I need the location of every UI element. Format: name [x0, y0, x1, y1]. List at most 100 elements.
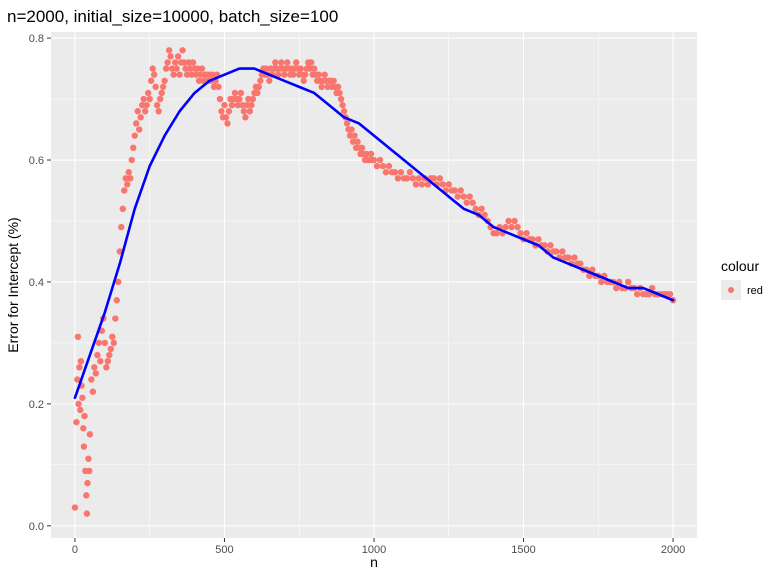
y-tick-label: 0.4 [29, 277, 44, 289]
data-point [454, 193, 461, 200]
data-point [131, 132, 138, 139]
data-point [134, 108, 141, 115]
data-point [162, 65, 170, 72]
data-point [168, 65, 176, 72]
data-point [200, 77, 207, 84]
x-tick-label: 0 [72, 544, 78, 556]
data-point [83, 510, 91, 517]
data-point [164, 59, 171, 66]
data-point [146, 95, 153, 103]
data-point [167, 53, 174, 60]
data-point [171, 59, 179, 66]
data-point [103, 364, 110, 371]
chart-title: n=2000, initial_size=10000, batch_size=1… [7, 7, 338, 26]
data-point [92, 370, 100, 377]
data-point [236, 95, 243, 103]
data-point [77, 358, 85, 365]
data-point [189, 59, 197, 66]
data-point [248, 101, 255, 109]
data-point [315, 71, 322, 78]
data-point [337, 95, 345, 103]
data-point [275, 71, 282, 78]
data-point [290, 71, 297, 78]
data-point [95, 339, 103, 347]
data-point [161, 77, 168, 84]
data-point [463, 199, 470, 206]
data-point [119, 205, 126, 212]
y-tick-label: 0.6 [29, 155, 44, 167]
data-point [379, 162, 387, 170]
data-point [330, 77, 337, 84]
data-point [183, 71, 191, 78]
data-point [666, 290, 674, 298]
data-point [156, 95, 164, 103]
data-point [194, 65, 201, 72]
y-tick-label: 0.8 [29, 33, 44, 45]
data-point [106, 351, 113, 359]
data-point [363, 150, 370, 158]
data-point [118, 223, 125, 231]
data-point [101, 339, 109, 347]
data-point [176, 71, 183, 78]
x-tick-label: 500 [215, 544, 233, 556]
axis-ticks: 0 500 1000 1500 2000 0.0 0.2 0.4 0.6 0.8 [29, 33, 686, 556]
data-point [351, 132, 358, 139]
data-point [165, 47, 173, 54]
data-point [439, 181, 446, 188]
data-point [86, 467, 93, 475]
data-point [130, 144, 137, 152]
data-point [210, 83, 218, 91]
data-point [297, 65, 304, 72]
data-point [231, 89, 239, 97]
data-point [197, 71, 204, 78]
data-point [94, 351, 101, 359]
data-point [76, 364, 83, 371]
data-point [469, 199, 476, 206]
legend-marker [728, 287, 734, 293]
data-point [613, 284, 620, 292]
data-point [625, 278, 632, 286]
x-tick-label: 1000 [362, 544, 386, 556]
data-point [192, 71, 200, 78]
data-point [249, 95, 257, 103]
data-point [80, 443, 88, 450]
data-point [466, 193, 473, 200]
data-point [179, 47, 186, 54]
data-point [430, 175, 438, 182]
data-point [553, 248, 560, 255]
data-point [84, 479, 91, 487]
data-point [505, 217, 512, 225]
legend-label-red: red [747, 285, 763, 297]
data-point [173, 65, 180, 72]
data-point [508, 223, 515, 231]
data-point [155, 108, 162, 115]
data-point [218, 108, 225, 115]
data-point [571, 254, 578, 261]
data-point [224, 120, 231, 127]
data-point [511, 217, 518, 225]
data-point [349, 138, 357, 145]
data-point [133, 120, 140, 127]
data-point [159, 83, 167, 91]
data-point [472, 205, 479, 212]
data-point [445, 181, 452, 188]
data-point [83, 492, 90, 499]
data-point [376, 156, 384, 164]
data-point [137, 114, 144, 121]
data-point [91, 364, 98, 371]
data-point [75, 400, 82, 408]
data-point [541, 242, 548, 249]
data-point [517, 229, 524, 237]
data-point [122, 175, 129, 182]
data-point [307, 59, 315, 66]
y-axis-title: Error for Intercept (%) [5, 217, 21, 352]
smooth-trend-line [73, 67, 675, 400]
data-point [149, 65, 156, 72]
data-point [598, 278, 605, 286]
data-point [180, 59, 188, 66]
data-point [239, 101, 246, 109]
data-point [81, 412, 88, 420]
x-tick-label: 2000 [661, 544, 685, 556]
data-point [415, 175, 423, 182]
